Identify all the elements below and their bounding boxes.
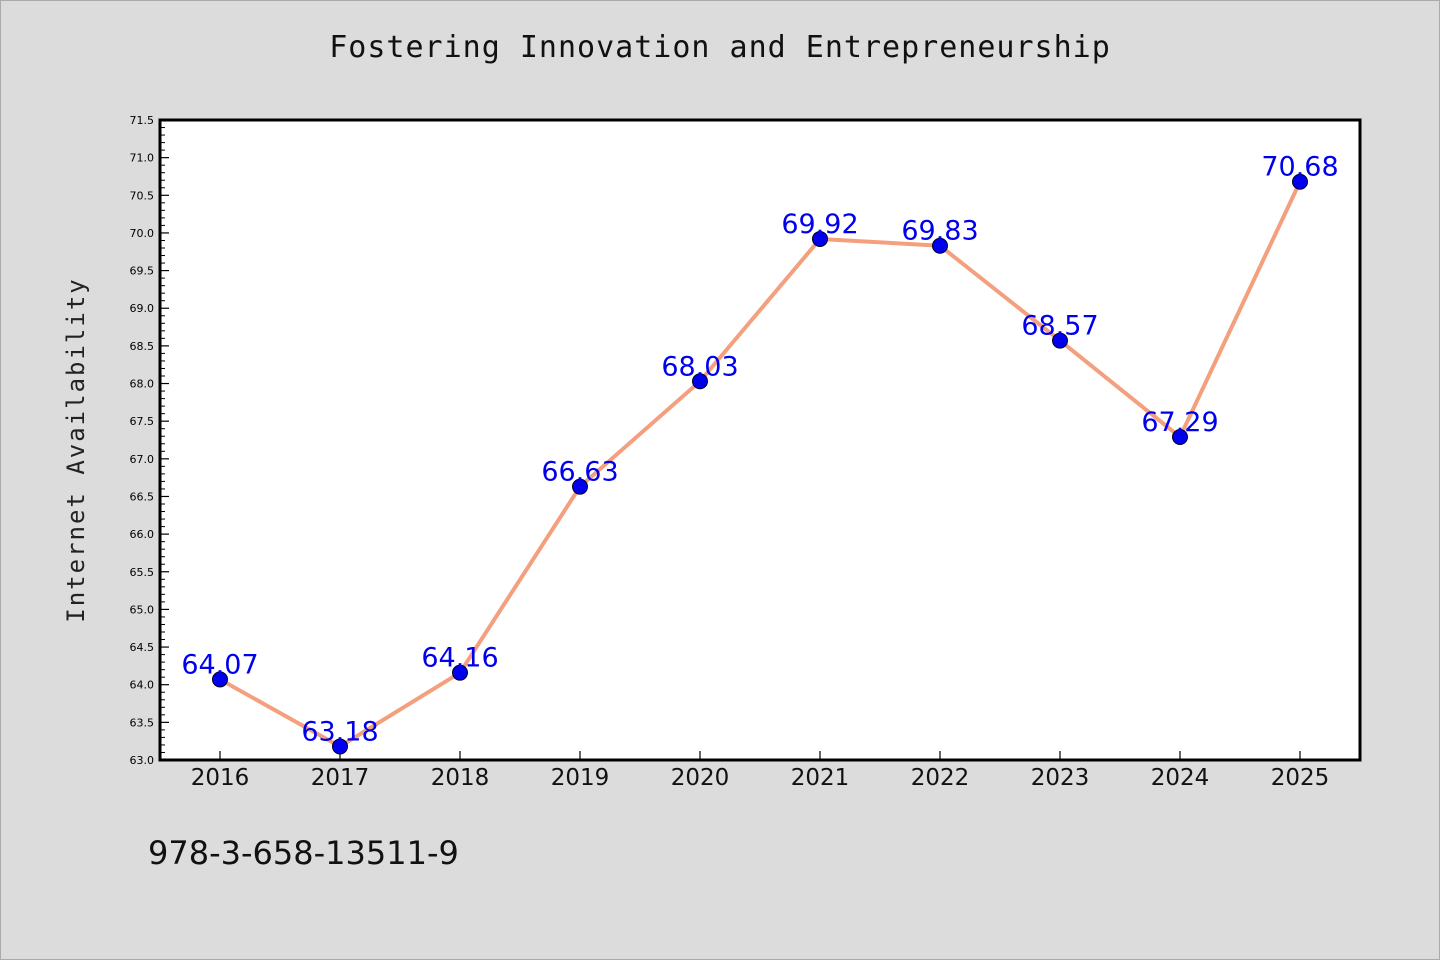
x-tick-label: 2018 <box>431 765 490 791</box>
y-tick-label: 67.5 <box>130 415 155 428</box>
data-point <box>932 237 948 254</box>
data-point <box>1052 332 1068 349</box>
y-tick-label: 66.5 <box>130 490 155 503</box>
y-tick-label: 70.5 <box>130 189 155 202</box>
data-label: 64.07 <box>181 649 258 680</box>
data-point <box>812 230 828 247</box>
y-tick-label: 69.0 <box>130 302 155 315</box>
x-tick-label: 2023 <box>1031 765 1090 791</box>
data-point <box>572 478 588 495</box>
series-layer: 64.07 63.18 64.16 66.63 68.03 69.92 69.83 68.57… <box>181 152 1339 755</box>
data-label: 64.16 <box>421 643 498 674</box>
data-label: 69.83 <box>901 216 978 247</box>
data-label: 63.18 <box>301 716 378 747</box>
y-tick-label: 64.0 <box>130 679 155 692</box>
x-tick-label: 2024 <box>1151 765 1210 791</box>
isbn-footer: 978-3-658-13511-9 <box>148 834 459 872</box>
y-tick-label: 65.5 <box>130 566 155 579</box>
y-tick-label: 64.5 <box>130 641 155 654</box>
y-tick-label: 63.0 <box>130 754 155 767</box>
data-label: 68.03 <box>661 351 738 382</box>
data-label: 69.92 <box>781 209 858 240</box>
data-point <box>332 738 348 755</box>
y-tick-label: 63.5 <box>130 716 155 729</box>
data-label: 66.63 <box>541 457 618 488</box>
data-label: 68.57 <box>1021 311 1098 342</box>
y-axis: 63.0 63.5 64.0 64.5 65.0 65.5 66.0 66.5 67.0 67.5… <box>130 114 169 767</box>
y-tick-label: 69.5 <box>130 265 155 278</box>
x-tick-label: 2021 <box>791 765 850 791</box>
x-tick-label: 2019 <box>551 765 610 791</box>
plot-area <box>158 118 1362 762</box>
y-tick-label: 68.5 <box>130 340 155 353</box>
y-tick-label: 68.0 <box>130 378 155 391</box>
x-tick-label: 2016 <box>191 765 250 791</box>
data-label: 70.68 <box>1261 152 1338 183</box>
data-point <box>692 373 708 390</box>
x-tick-label: 2022 <box>911 765 970 791</box>
series-line <box>219 180 1302 749</box>
x-tick-label: 2017 <box>311 765 370 791</box>
x-tick-label: 2025 <box>1271 765 1330 791</box>
y-tick-label: 67.0 <box>130 453 155 466</box>
data-label: 67.29 <box>1141 407 1218 438</box>
data-point <box>212 671 228 688</box>
chart-title: Fostering Innovation and Entrepreneurshi… <box>329 30 1111 65</box>
x-axis: 2016 2017 2018 2019 2020 2021 2022 2023 2024 2025 <box>191 751 1330 791</box>
x-tick-label: 2020 <box>671 765 730 791</box>
y-tick-label: 70.0 <box>130 227 155 240</box>
data-point <box>452 664 468 681</box>
y-tick-label: 66.0 <box>130 528 155 541</box>
y-tick-label: 65.0 <box>130 603 155 616</box>
data-point <box>1292 173 1308 190</box>
y-tick-label: 71.0 <box>130 152 155 165</box>
data-point <box>1172 428 1188 445</box>
y-tick-label: 71.5 <box>130 114 155 127</box>
